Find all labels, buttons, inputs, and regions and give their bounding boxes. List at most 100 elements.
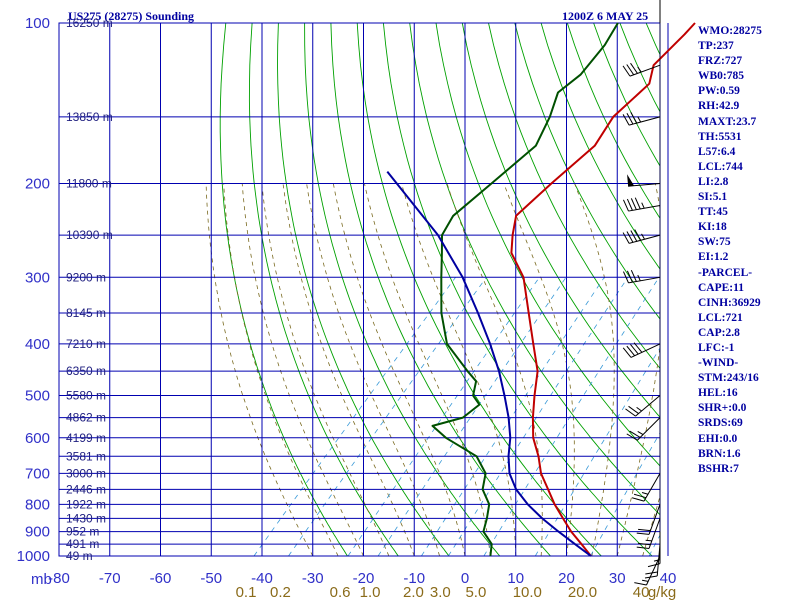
index-item: EHI:0.0 xyxy=(698,432,738,445)
station-title: US275 (28275) Sounding xyxy=(68,9,195,23)
barb-full xyxy=(630,62,638,74)
barb-half xyxy=(636,406,642,412)
wind-barb xyxy=(626,417,661,441)
index-item: SI:5.1 xyxy=(698,191,728,204)
index-item: TT:45 xyxy=(698,206,728,219)
wind-barb xyxy=(634,555,661,586)
index-item: WB0:785 xyxy=(698,70,744,83)
height-label: 4862 m xyxy=(66,411,106,425)
barb-half xyxy=(641,492,649,495)
wind-barb xyxy=(622,229,661,244)
barb-full xyxy=(634,197,641,210)
index-item: KI:18 xyxy=(698,221,727,234)
wind-barb xyxy=(622,269,661,284)
barb-full xyxy=(630,344,639,355)
barb-full xyxy=(626,433,638,441)
height-label: 11800 m xyxy=(66,176,112,190)
barb-staff xyxy=(635,395,661,417)
mixing-ratio-line xyxy=(347,277,540,556)
barb-full xyxy=(634,229,642,241)
barb-full xyxy=(626,198,633,211)
index-item: CAPE:11 xyxy=(698,281,744,294)
dry-adiabat xyxy=(248,23,399,556)
height-label: 4199 m xyxy=(66,431,106,445)
barb-half xyxy=(637,116,642,123)
pressure-label: 1000 xyxy=(17,548,50,565)
dry-adiabat xyxy=(778,23,800,556)
height-label: 3000 m xyxy=(66,466,106,480)
barb-flag xyxy=(627,174,635,187)
barb-full xyxy=(622,114,630,126)
indices-panel: WMO:28275 TP:237 FRZ:727 WB0:785 PW:0.59 RH:4… xyxy=(698,24,762,477)
barb-full xyxy=(633,493,647,499)
moist-adiabat xyxy=(241,183,364,556)
barb-full xyxy=(626,113,634,125)
temperature-tick-label: -30 xyxy=(302,570,324,587)
barb-full xyxy=(634,582,647,586)
moist-adiabat xyxy=(282,183,415,556)
index-item: LI:2.8 xyxy=(698,175,729,188)
barb-staff xyxy=(629,64,661,77)
mixing-ratio-label: 40 xyxy=(633,584,650,600)
pressure-label: 600 xyxy=(25,430,50,447)
mixing-ratio-line xyxy=(483,277,660,556)
pressure-unit-label: mb xyxy=(31,571,52,588)
temperature-tick-label: -40 xyxy=(251,570,273,587)
wind-barb xyxy=(622,197,661,212)
moist-adiabat xyxy=(401,183,517,556)
wind-barb xyxy=(659,0,661,23)
index-item: FRZ:727 xyxy=(698,55,743,68)
wind-barb xyxy=(622,342,661,358)
index-item: SHR+:0.0 xyxy=(698,402,747,415)
index-item: LCL:744 xyxy=(698,160,743,173)
barb-staff xyxy=(646,555,661,586)
mixing-ratio-label: 3.0 xyxy=(430,584,451,600)
barb-full xyxy=(630,269,637,282)
index-item: -PARCEL- xyxy=(698,266,753,279)
valid-time: 1200Z 6 MAY 25 xyxy=(562,9,649,23)
index-item: SW:75 xyxy=(698,236,731,249)
moist-adiabat xyxy=(503,183,575,556)
height-label: 7210 m xyxy=(66,337,106,351)
wind-barbs xyxy=(622,0,661,586)
pressure-label: 200 xyxy=(25,175,50,192)
temperature-tick-label: 40 xyxy=(660,570,677,587)
dewpoint-curve xyxy=(431,22,619,557)
temperature-tick-label: -20 xyxy=(353,570,375,587)
barb-full xyxy=(626,345,636,357)
mixing-ratio-line xyxy=(421,277,605,556)
pressure-label: 100 xyxy=(25,15,50,32)
sounding-curves xyxy=(386,22,696,557)
index-item: CINH:36929 xyxy=(698,296,761,309)
barb-half xyxy=(637,274,641,281)
barb-full xyxy=(633,342,643,353)
index-item: SRDS:69 xyxy=(698,417,743,430)
temperature-tick-label: -50 xyxy=(200,570,222,587)
index-item: MAXT:23.7 xyxy=(698,115,757,128)
dry-adiabat xyxy=(219,23,348,556)
temperature-tick-label: 0 xyxy=(461,570,469,587)
mixing-ratio-line xyxy=(447,277,629,556)
mixing-ratio-label: 1.0 xyxy=(360,584,381,600)
height-label: 10390 m xyxy=(66,228,113,242)
barb-half xyxy=(641,233,645,240)
height-label: 1922 m xyxy=(66,497,106,511)
pressure-label: 800 xyxy=(25,496,50,513)
barb-staff xyxy=(648,518,661,549)
wind-barb xyxy=(636,518,661,549)
height-label: 49 m xyxy=(66,549,93,563)
barb-full xyxy=(628,405,639,414)
index-item: LCL:721 xyxy=(698,311,743,324)
height-label: 13850 m xyxy=(66,110,113,124)
temperature-tick-label: 30 xyxy=(609,570,626,587)
index-item: BSHR:7 xyxy=(698,462,739,475)
moist-adiabat xyxy=(446,183,543,556)
wind-barb xyxy=(631,473,661,502)
mixing-ratio-label: 20.0 xyxy=(568,584,597,600)
dry-adiabat xyxy=(593,23,660,167)
moist-adiabat xyxy=(261,183,390,556)
mixing-ratio-label: 0.6 xyxy=(330,584,351,600)
moist-adiabat xyxy=(642,495,660,556)
